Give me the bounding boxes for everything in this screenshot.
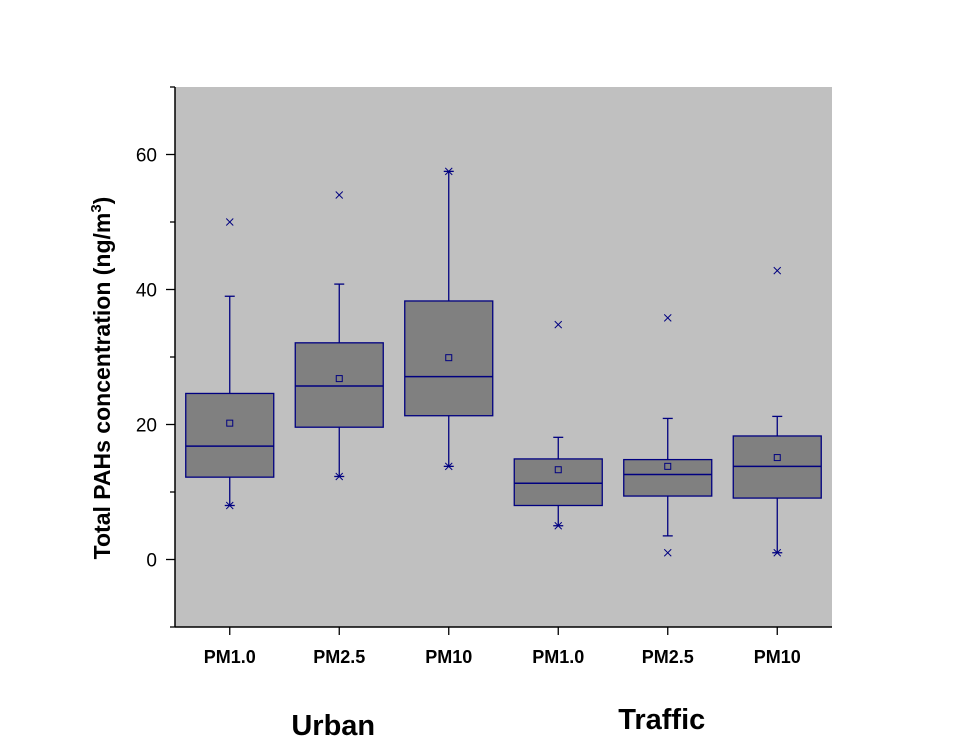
extreme-stroke-b: [773, 266, 782, 275]
extreme-marker-2: [444, 167, 453, 176]
extreme-stroke-b: [554, 521, 563, 530]
extreme-stroke-b: [444, 167, 453, 176]
extreme-marker-2: [335, 191, 344, 199]
extreme-stroke-b: [554, 320, 563, 329]
axes: 0 20 40 60 PM1.0 PM2.5 PM10 PM1.0 PM2.5 PM10 Urban…: [136, 86, 832, 742]
extreme-stroke-b: [444, 462, 453, 471]
extreme-marker-1: [554, 521, 563, 530]
extreme-marker-1: [335, 472, 344, 481]
x-category-label: PM10: [425, 647, 472, 667]
box-2: [294, 191, 384, 481]
box-3: [404, 167, 494, 471]
box-4: [513, 320, 603, 530]
y-tick-label: 20: [136, 416, 157, 437]
x-category-label: PM1.0: [532, 647, 584, 667]
y-axis-title-superscript: 3: [88, 204, 105, 212]
extreme-stroke-b: [663, 548, 672, 557]
mean-marker: [445, 354, 453, 362]
x-category-label: PM2.5: [642, 647, 694, 667]
extreme-stroke-b: [335, 472, 344, 481]
mean-marker: [664, 462, 672, 470]
extreme-stroke-b: [663, 313, 672, 322]
mean-marker: [335, 375, 343, 383]
extreme-stroke-b: [773, 548, 782, 557]
box-iqr: [623, 458, 713, 497]
mean-marker: [554, 466, 562, 474]
extreme-marker-1: [444, 462, 453, 471]
mean-marker: [226, 419, 234, 427]
y-tick-label: 60: [136, 146, 157, 167]
group-label-1: Urban: [291, 710, 375, 742]
box-iqr: [294, 342, 384, 428]
y-tick-label: 0: [146, 551, 157, 572]
box-6: [732, 266, 822, 557]
extreme-marker-2: [663, 313, 672, 322]
extreme-marker-1: [773, 548, 782, 557]
extreme-marker-2: [554, 320, 563, 329]
extreme-marker-1: [225, 501, 234, 510]
extreme-stroke-b: [225, 218, 234, 226]
plot-area: [175, 87, 832, 627]
y-axis-title-close: ): [89, 197, 115, 205]
extreme-marker-2: [225, 218, 234, 226]
box-iqr: [185, 392, 275, 478]
x-category-label: PM2.5: [313, 647, 365, 667]
extreme-marker-1: [663, 548, 672, 557]
y-axis-title: Total PAHs concentration (ng/m3): [88, 197, 115, 560]
x-category-label: PM1.0: [204, 647, 256, 667]
y-tick-label: 40: [136, 281, 157, 302]
boxes-layer: [185, 167, 822, 557]
extreme-marker-2: [773, 266, 782, 275]
y-axis-title-main: Total PAHs concentration (ng/m: [89, 213, 115, 560]
box-1: [185, 218, 275, 510]
x-category-label: PM10: [754, 647, 801, 667]
box-iqr: [513, 458, 603, 507]
group-label-2: Traffic: [618, 704, 705, 736]
box-5: [623, 313, 713, 557]
extreme-stroke-b: [335, 191, 344, 199]
mean-marker: [773, 454, 781, 462]
extreme-stroke-b: [225, 501, 234, 510]
box-iqr: [404, 300, 494, 417]
